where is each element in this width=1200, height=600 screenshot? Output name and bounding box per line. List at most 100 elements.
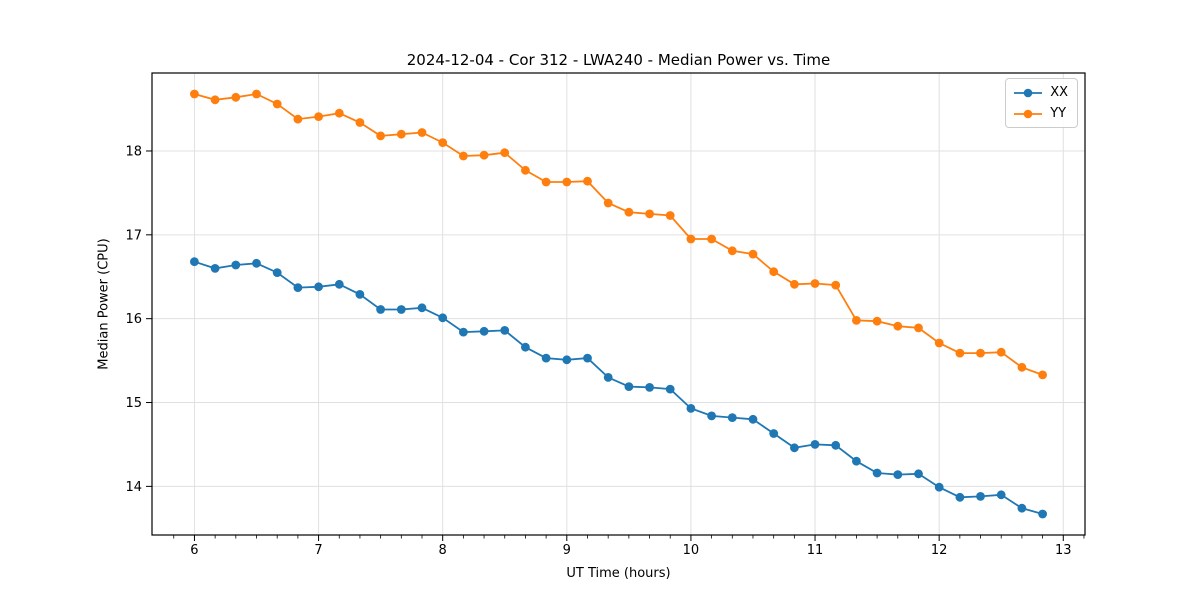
data-point	[645, 383, 654, 392]
data-point	[355, 118, 365, 127]
legend-entry-xx: XX	[1013, 84, 1068, 101]
data-point	[914, 469, 923, 479]
data-point	[210, 264, 220, 273]
data-point	[790, 279, 799, 289]
data-point	[293, 283, 303, 292]
data-point	[1038, 370, 1047, 380]
data-point	[583, 353, 592, 363]
tick-labels: 6 7 8 9 10 11 12 13 14 15 16 17 18	[125, 144, 1071, 558]
x-tick-label: 11	[807, 543, 824, 558]
data-point	[810, 279, 820, 288]
y-tick-label: 15	[125, 396, 142, 411]
data-point	[872, 468, 882, 478]
legend-label-xx: XX	[1050, 85, 1068, 100]
data-point	[748, 249, 758, 259]
data-point	[459, 327, 468, 337]
y-tick-label: 16	[125, 312, 142, 327]
data-point	[272, 99, 282, 109]
y-tick-label: 18	[125, 144, 142, 159]
data-point	[521, 342, 530, 352]
legend-line-xx-icon	[1014, 88, 1043, 97]
data-point	[624, 207, 634, 217]
data-point	[252, 89, 261, 99]
data-point	[396, 305, 406, 314]
data-point	[852, 316, 861, 325]
data-point	[376, 131, 385, 141]
x-tick-label: 6	[190, 543, 198, 558]
data-point	[1017, 503, 1027, 513]
data-point	[665, 384, 675, 394]
series-xx-markers	[190, 257, 1047, 519]
data-point	[976, 348, 985, 358]
data-point	[831, 280, 841, 290]
data-point	[417, 128, 427, 137]
data-point	[852, 456, 861, 466]
data-point	[1038, 509, 1047, 519]
data-point	[190, 257, 199, 267]
x-tick-label: 13	[1055, 543, 1072, 558]
data-point	[624, 382, 634, 391]
data-point	[790, 443, 799, 453]
data-point	[707, 411, 716, 421]
data-point	[727, 246, 737, 256]
data-point	[272, 268, 282, 277]
data-point	[376, 305, 385, 314]
x-axis-label: UT Time (hours)	[566, 566, 671, 581]
data-point	[562, 177, 572, 187]
y-tick-label: 17	[125, 228, 142, 243]
data-point	[210, 95, 220, 105]
data-point	[996, 490, 1006, 500]
data-point	[914, 323, 923, 333]
data-point	[190, 89, 199, 99]
series-yy-markers	[190, 89, 1047, 380]
legend-entry-yy: YY	[1013, 105, 1068, 122]
legend: XX YY	[1005, 78, 1078, 128]
data-point	[893, 321, 903, 331]
plot-frame	[151, 72, 1086, 536]
data-point	[976, 492, 985, 501]
data-point	[603, 198, 613, 208]
data-point	[955, 492, 965, 502]
data-point	[748, 414, 758, 424]
data-point	[934, 338, 944, 348]
data-point	[417, 303, 427, 313]
data-point	[334, 108, 344, 118]
data-point	[686, 404, 696, 413]
data-point	[479, 150, 489, 160]
data-point	[231, 92, 241, 102]
data-point	[438, 138, 448, 148]
data-point	[665, 211, 675, 220]
data-point	[955, 348, 965, 358]
data-point	[1017, 362, 1027, 372]
series-xx	[190, 257, 1047, 519]
data-point	[645, 209, 654, 219]
x-tick-label: 12	[931, 543, 948, 558]
data-point	[500, 148, 510, 158]
data-point	[686, 234, 696, 244]
data-point	[707, 234, 716, 244]
series-yy	[190, 89, 1047, 380]
data-point	[541, 177, 551, 187]
data-point	[334, 279, 344, 289]
data-point	[603, 373, 613, 382]
legend-line-yy-icon	[1014, 109, 1043, 118]
data-point	[996, 347, 1006, 357]
data-point	[831, 440, 841, 450]
data-point	[727, 413, 737, 422]
y-tick-label: 14	[125, 480, 142, 495]
data-point	[934, 482, 944, 492]
data-point	[314, 112, 323, 121]
data-point	[521, 165, 530, 175]
data-point	[583, 176, 592, 186]
data-point	[769, 267, 779, 277]
data-point	[500, 326, 510, 335]
data-point	[355, 290, 365, 299]
y-axis-label: Median Power (CPU)	[96, 238, 112, 370]
data-point	[872, 316, 882, 326]
data-point	[541, 353, 551, 363]
data-point	[479, 326, 489, 336]
grid-lines	[152, 73, 1085, 535]
x-tick-label: 8	[439, 543, 447, 558]
